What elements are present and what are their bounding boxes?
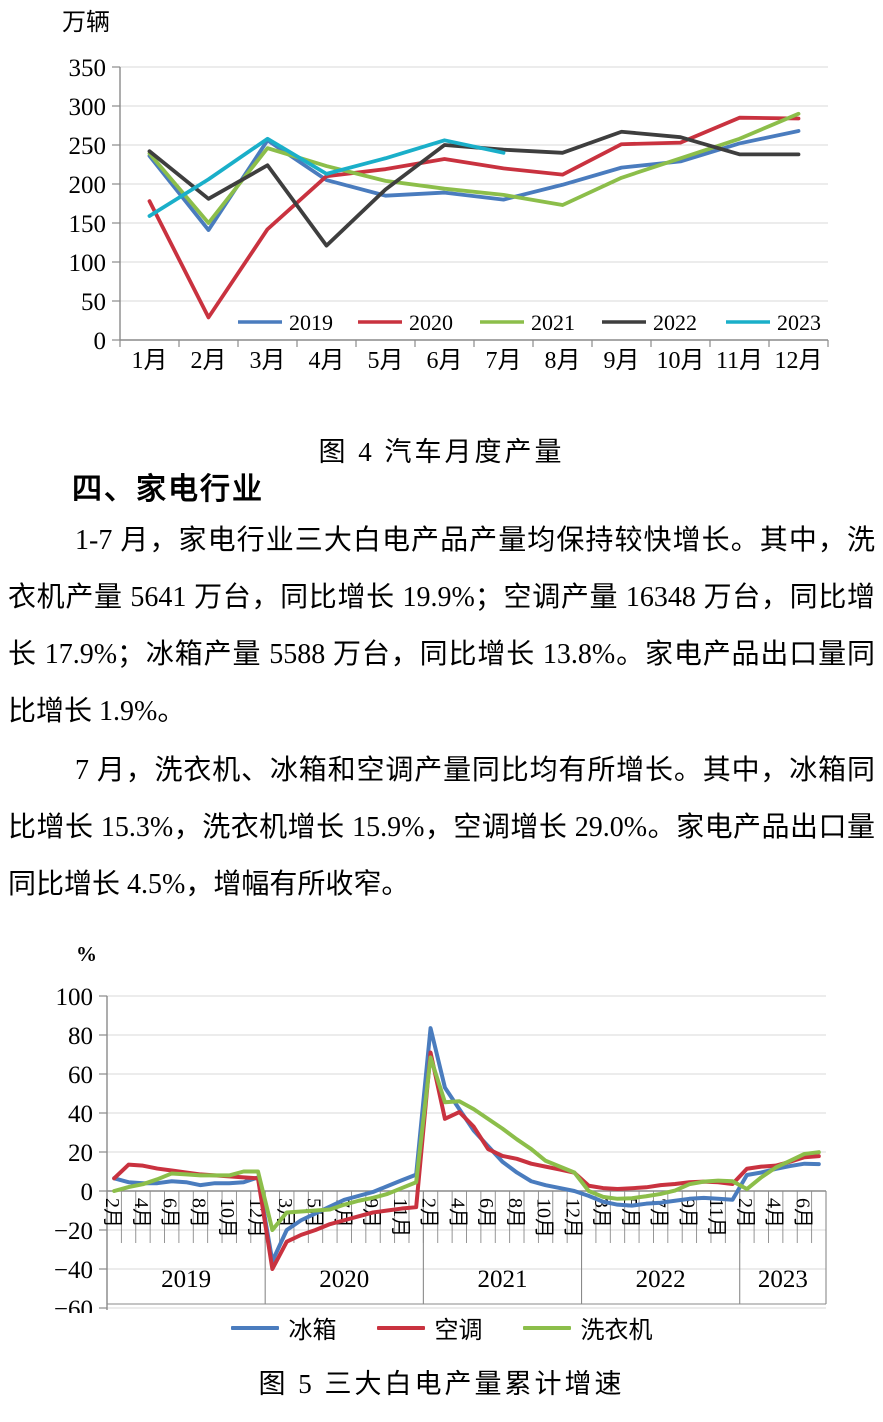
legend-line-洗衣机 [522, 1325, 571, 1330]
x-tick-label: 9月 [604, 348, 640, 374]
month-tick-label: 8月 [187, 1198, 209, 1228]
figure5-chart: −60 −40 −20 0 20 40 60 80 100% 2019 2020 2021 2022 20… [54, 942, 827, 1313]
y-tick-label: 0 [81, 1179, 94, 1206]
fig4-legend: 2019 2020 2021 2022 2023 [238, 310, 821, 335]
series-洗衣机 [112, 1055, 821, 1232]
legend-item-冰箱: 冰箱 [230, 1310, 337, 1345]
month-tick-label: 11月 [705, 1198, 727, 1237]
figure5-caption: 图 5 三大白电产量累计增速 [258, 1369, 625, 1399]
x-tick-label: 10月 [657, 348, 705, 374]
y-tick-label: 80 [68, 1023, 93, 1050]
y-tick-label: 40 [68, 1101, 93, 1128]
y-tick-label: −20 [54, 1218, 93, 1245]
y-tick-label: 350 [69, 55, 107, 82]
x-tick-label: 1月 [132, 348, 168, 374]
year-label-2019: 2019 [161, 1266, 211, 1293]
y-tick-label: 250 [69, 133, 107, 160]
paragraph-cumulative: 1-7 月，家电行业三大白电产品产量均保持较快增长。其中，洗衣机产量 5641 … [8, 525, 875, 727]
year-label-2022: 2022 [636, 1266, 686, 1293]
year-label-2021: 2021 [477, 1266, 527, 1293]
series-2023 [147, 136, 506, 218]
x-tick-label: 5月 [368, 348, 404, 374]
legend-label-冰箱: 冰箱 [288, 1318, 337, 1344]
y-tick-label: 100 [56, 984, 94, 1011]
y-tick-label: 50 [81, 289, 106, 316]
y-tick-label: 100 [69, 250, 107, 277]
series-2019 [147, 129, 801, 232]
month-tick-label: 6月 [475, 1198, 497, 1228]
y-tick-label: 200 [69, 172, 107, 199]
x-tick-label: 2月 [191, 348, 227, 374]
month-tick-label: 10月 [216, 1198, 238, 1238]
legend-label-2020: 2020 [409, 310, 453, 335]
x-tick-label: 12月 [775, 348, 823, 374]
y-axis-unit-label: 万辆 [62, 9, 110, 36]
x-tick-label: 3月 [250, 348, 286, 374]
month-tick-label: 4月 [763, 1198, 785, 1228]
y-tick-label: 150 [69, 211, 107, 238]
series-2022 [147, 129, 801, 248]
legend-label-空调: 空调 [434, 1318, 483, 1344]
legend-label-2022: 2022 [653, 310, 697, 335]
x-tick-label: 8月 [545, 348, 581, 374]
legend-line-空调 [376, 1325, 425, 1330]
fig5-axes: −60 −40 −20 0 20 40 60 80 100% 2019 2020 2021 2022 20… [54, 942, 827, 1313]
x-tick-label: 11月 [716, 348, 763, 374]
month-tick-label: 12月 [561, 1198, 583, 1238]
year-label-2023: 2023 [758, 1266, 808, 1293]
y-tick-label: 0 [94, 328, 107, 355]
month-tick-label: 2月 [418, 1198, 440, 1228]
month-tick-label: 7月 [648, 1198, 670, 1228]
legend-label-2023: 2023 [777, 310, 821, 335]
legend-item-洗衣机: 洗衣机 [522, 1310, 653, 1345]
x-tick-label: 6月 [427, 348, 463, 374]
y-tick-label: 60 [68, 1062, 93, 1089]
month-tick-label: 11月 [389, 1198, 411, 1237]
y-tick-label: −40 [54, 1257, 93, 1284]
y-tick-label: 20 [68, 1140, 93, 1167]
x-tick-label: 4月 [309, 348, 345, 374]
month-tick-label: 2月 [101, 1198, 123, 1228]
month-tick-label: 6月 [791, 1198, 813, 1228]
month-tick-label: 3月 [590, 1198, 612, 1228]
legend-item-空调: 空调 [376, 1310, 483, 1345]
month-tick-label: 4月 [446, 1198, 468, 1228]
month-tick-label: 9月 [676, 1198, 698, 1228]
legend-label-洗衣机: 洗衣机 [580, 1318, 653, 1344]
year-label-2020: 2020 [319, 1266, 369, 1293]
figure4-caption: 图 4 汽车月度产量 [318, 437, 565, 467]
month-tick-label: 6月 [159, 1198, 181, 1228]
month-tick-label: 10月 [533, 1198, 555, 1238]
x-tick-label: 7月 [486, 348, 522, 374]
y-tick-label: −60 [54, 1296, 93, 1313]
series-2021 [147, 111, 801, 225]
y-tick-label: 300 [69, 94, 107, 121]
month-tick-label: 8月 [504, 1198, 526, 1228]
legend-line-冰箱 [230, 1325, 279, 1330]
paragraph-july: 7 月，洗衣机、冰箱和空调产量同比均有所增长。其中，冰箱同比增长 15.3%，洗… [8, 755, 875, 900]
figure5-legend: 冰箱 空调 洗衣机 [0, 1310, 883, 1345]
y-axis-unit-label: % [76, 942, 97, 966]
month-tick-label: 2月 [734, 1198, 756, 1228]
section-heading: 四、家电行业 [72, 473, 264, 506]
month-tick-label: 4月 [130, 1198, 152, 1228]
month-tick-label: 5月 [619, 1198, 641, 1228]
legend-label-2021: 2021 [531, 310, 575, 335]
legend-label-2019: 2019 [289, 310, 333, 335]
figure4-chart: 0 50 100 150 200 250 300 350 万辆 1月 2月 3月 4月 5月 6月 7月 8月 9… [62, 9, 829, 374]
